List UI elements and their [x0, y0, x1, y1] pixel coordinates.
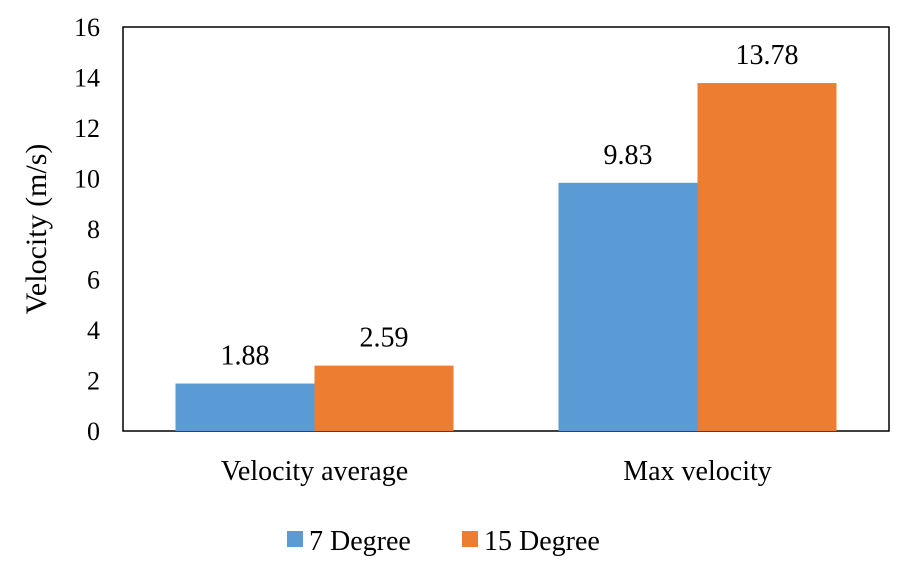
bar — [314, 365, 454, 431]
bar — [558, 182, 698, 431]
legend: 7 Degree 15 Degree — [287, 526, 600, 557]
legend-swatch — [287, 531, 303, 547]
y-axis-label: Velocity (m/s) — [20, 144, 53, 315]
y-tick-label: 14 — [74, 64, 100, 93]
y-tick-label: 4 — [87, 316, 100, 345]
y-tick-label: 10 — [74, 165, 100, 194]
y-tick-label: 6 — [87, 266, 100, 295]
data-labels: 1.88 2.59 9.83 13.78 — [221, 40, 799, 371]
data-label: 13.78 — [736, 40, 799, 71]
y-tick-label: 16 — [74, 13, 100, 42]
x-category-label: Max velocity — [623, 456, 772, 487]
bar — [697, 83, 837, 432]
y-tick-label: 8 — [87, 215, 100, 244]
y-tick-labels: 0 2 4 6 8 10 12 14 16 — [74, 13, 100, 446]
plot-area-frame — [122, 26, 890, 432]
legend-swatch — [462, 531, 478, 547]
bar — [175, 383, 315, 431]
legend-label: 7 Degree — [309, 526, 411, 557]
y-tick-label: 0 — [87, 417, 100, 446]
x-category-label: Velocity average — [221, 456, 408, 487]
y-tick-label: 2 — [87, 367, 100, 396]
bars-layer — [175, 83, 837, 432]
x-category-labels: Velocity average Max velocity — [221, 456, 772, 487]
legend-label: 15 Degree — [484, 526, 600, 557]
y-tick-label: 12 — [74, 114, 100, 143]
data-label: 1.88 — [221, 341, 270, 372]
data-label: 2.59 — [360, 323, 409, 354]
data-label: 9.83 — [604, 140, 653, 171]
